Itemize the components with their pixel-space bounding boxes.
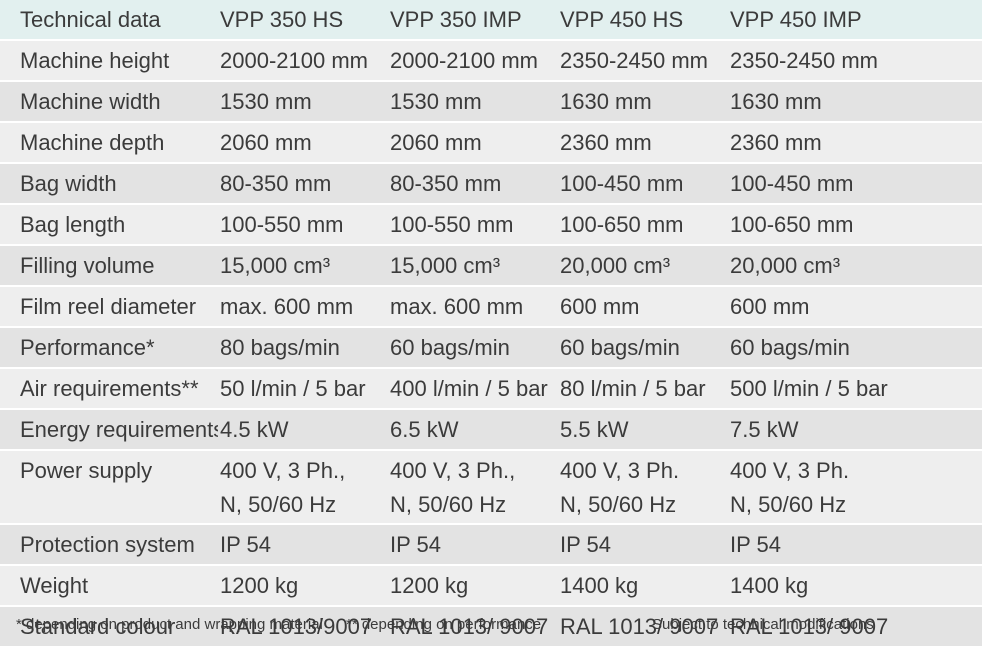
table-cell-vpp-450-imp: IP 54: [728, 524, 982, 566]
table-cell-vpp-450-imp: 2350-2450 mm: [728, 40, 982, 82]
table-cell-vpp-450-hs: IP 54: [558, 524, 728, 566]
table-cell-label: Bag width: [0, 163, 218, 205]
table-cell-vpp-350-imp: 1530 mm: [388, 81, 558, 123]
table-cell-vpp-350-imp: 2000-2100 mm: [388, 40, 558, 82]
table-cell-label: Power supply: [0, 450, 218, 525]
table-cell-vpp-450-hs: 100-450 mm: [558, 163, 728, 205]
table-cell-label: Air requirements**: [0, 368, 218, 410]
table-cell-label: Standard colour: [0, 606, 218, 648]
table-cell-vpp-450-hs: 100-650 mm: [558, 204, 728, 246]
table-row: Performance* 80 bags/min 60 bags/min 60 bag…: [0, 327, 982, 369]
table-cell-label: Bag length: [0, 204, 218, 246]
table-cell-vpp-350-imp: 2060 mm: [388, 122, 558, 164]
table-row: Standard colour RAL 1013/9007 RAL 1013/ 90…: [0, 606, 982, 648]
table-cell-vpp-350-hs: IP 54: [218, 524, 388, 566]
table-cell-label: Protection system: [0, 524, 218, 566]
table-cell-vpp-450-hs: 80 l/min / 5 bar: [558, 368, 728, 410]
table-cell-label: Machine depth: [0, 122, 218, 164]
footnote-modifications: Subject to technical modifications: [652, 616, 874, 633]
table-cell-vpp-450-hs: 1400 kg: [558, 565, 728, 607]
table-cell-vpp-450-hs: 2360 mm: [558, 122, 728, 164]
table-cell-vpp-350-hs: 4.5 kW: [218, 409, 388, 451]
table-row: Bag width 80-350 mm 80-350 mm 100-450 mm 100…: [0, 163, 982, 205]
table-cell-vpp-450-imp: RAL 1013/ 9007: [728, 606, 982, 648]
table-row: Machine width 1530 mm 1530 mm 1630 mm 1630 m…: [0, 81, 982, 123]
table-cell-vpp-350-hs: 2000-2100 mm: [218, 40, 388, 82]
table-cell-vpp-450-imp: 1400 kg: [728, 565, 982, 607]
table-cell-label: Filling volume: [0, 245, 218, 287]
table-row: Weight 1200 kg 1200 kg 1400 kg 1400 kg: [0, 565, 982, 607]
table-cell-vpp-450-hs: 1630 mm: [558, 81, 728, 123]
header-technical-data: Technical data: [0, 0, 218, 41]
table-cell-vpp-450-hs: 60 bags/min: [558, 327, 728, 369]
table-cell-vpp-350-imp: 6.5 kW: [388, 409, 558, 451]
table-cell-vpp-350-hs: 2060 mm: [218, 122, 388, 164]
footnotes: * depending on product and wrapping mate…: [0, 614, 982, 636]
table-row: Protection system IP 54 IP 54 IP 54 IP 54: [0, 524, 982, 566]
table-header-row: Technical data VPP 350 HS VPP 350 IMP VP…: [0, 0, 982, 41]
table-cell-vpp-350-imp: 1200 kg: [388, 565, 558, 607]
table-cell-vpp-450-hs: RAL 1013/ 9007: [558, 606, 728, 648]
table-cell-vpp-350-hs: 80 bags/min: [218, 327, 388, 369]
table-cell-vpp-350-hs: 1530 mm: [218, 81, 388, 123]
table-row: Machine height 2000-2100 mm 2000-2100 mm 23…: [0, 40, 982, 82]
table-row: Bag length 100-550 mm 100-550 mm 100-650 mm…: [0, 204, 982, 246]
table-cell-vpp-450-imp: 1630 mm: [728, 81, 982, 123]
header-vpp-450-hs: VPP 450 HS: [558, 0, 728, 41]
table-row: Film reel diameter max. 600 mm max. 600 mm…: [0, 286, 982, 328]
table-cell-label: Machine width: [0, 81, 218, 123]
table-cell-vpp-450-hs: 5.5 kW: [558, 409, 728, 451]
table-cell-vpp-450-imp: 20,000 cm³: [728, 245, 982, 287]
table-cell-vpp-350-imp: max. 600 mm: [388, 286, 558, 328]
table-cell-vpp-350-imp: 15,000 cm³: [388, 245, 558, 287]
table-cell-vpp-450-hs: 20,000 cm³: [558, 245, 728, 287]
table-cell-vpp-450-imp: 100-650 mm: [728, 204, 982, 246]
table-cell-vpp-350-imp: 400 l/min / 5 bar: [388, 368, 558, 410]
table-cell-label: Performance*: [0, 327, 218, 369]
table-cell-vpp-350-hs: 400 V, 3 Ph., N, 50/60 Hz: [218, 450, 388, 525]
table-cell-vpp-350-hs: 15,000 cm³: [218, 245, 388, 287]
table-cell-vpp-350-hs: 1200 kg: [218, 565, 388, 607]
table-cell-label: Energy requirements: [0, 409, 218, 451]
footnote-performance: ** depending on performance: [346, 616, 542, 633]
table-cell-label: Film reel diameter: [0, 286, 218, 328]
table-cell-vpp-450-imp: 2360 mm: [728, 122, 982, 164]
table-cell-vpp-350-imp: 80-350 mm: [388, 163, 558, 205]
header-vpp-350-imp: VPP 350 IMP: [388, 0, 558, 41]
table-cell-vpp-350-imp: 100-550 mm: [388, 204, 558, 246]
table-cell-vpp-450-imp: 100-450 mm: [728, 163, 982, 205]
table-cell-vpp-450-hs: 2350-2450 mm: [558, 40, 728, 82]
header-vpp-450-imp: VPP 450 IMP: [728, 0, 982, 41]
table-row: Machine depth 2060 mm 2060 mm 2360 mm 2360 m…: [0, 122, 982, 164]
table-cell-vpp-350-hs: max. 600 mm: [218, 286, 388, 328]
header-vpp-350-hs: VPP 350 HS: [218, 0, 388, 41]
table-row: Power supply 400 V, 3 Ph., N, 50/60 Hz 400…: [0, 450, 982, 525]
table-cell-vpp-350-hs: RAL 1013/9007: [218, 606, 388, 648]
table-cell-vpp-350-imp: RAL 1013/ 9007: [388, 606, 558, 648]
table-cell-vpp-350-imp: 60 bags/min: [388, 327, 558, 369]
table-cell-vpp-450-imp: 600 mm: [728, 286, 982, 328]
table-cell-label: Machine height: [0, 40, 218, 82]
table-cell-vpp-450-hs: 400 V, 3 Ph. N, 50/60 Hz: [558, 450, 728, 525]
table-cell-vpp-450-imp: 7.5 kW: [728, 409, 982, 451]
table-cell-label: Weight: [0, 565, 218, 607]
table-cell-vpp-350-imp: 400 V, 3 Ph., N, 50/60 Hz: [388, 450, 558, 525]
table-row: Energy requirements 4.5 kW 6.5 kW 5.5 kW 7.5…: [0, 409, 982, 451]
table-cell-vpp-350-hs: 80-350 mm: [218, 163, 388, 205]
table-row: Air requirements** 50 l/min / 5 bar 400 l/…: [0, 368, 982, 410]
table-row: Filling volume 15,000 cm³ 15,000 cm³ 20,000…: [0, 245, 982, 287]
table-cell-vpp-450-hs: 600 mm: [558, 286, 728, 328]
table-cell-vpp-450-imp: 60 bags/min: [728, 327, 982, 369]
table-cell-vpp-450-imp: 500 l/min / 5 bar: [728, 368, 982, 410]
table-cell-vpp-350-hs: 100-550 mm: [218, 204, 388, 246]
table-body: Machine height 2000-2100 mm 2000-2100 mm 23…: [0, 40, 982, 648]
footnote-product: * depending on product and wrapping mate…: [16, 616, 323, 633]
table-cell-vpp-450-imp: 400 V, 3 Ph. N, 50/60 Hz: [728, 450, 982, 525]
table-cell-vpp-350-imp: IP 54: [388, 524, 558, 566]
table-cell-vpp-350-hs: 50 l/min / 5 bar: [218, 368, 388, 410]
